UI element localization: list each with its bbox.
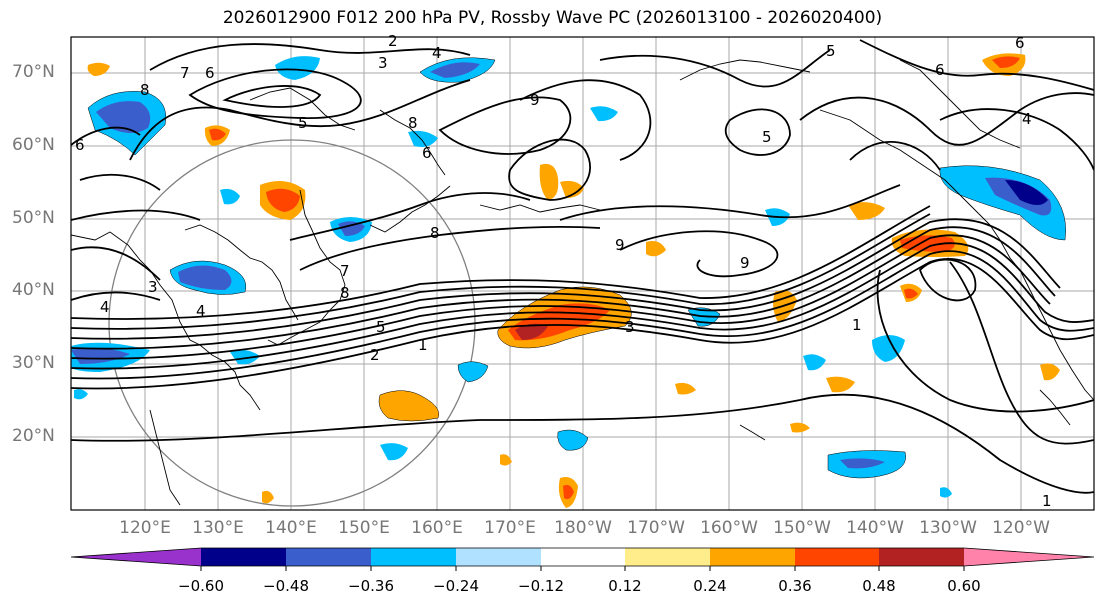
contour-label: 6	[935, 61, 945, 79]
anomaly-blue-4	[178, 265, 232, 290]
anomaly-blue-3	[275, 56, 320, 80]
map-frame	[70, 36, 1095, 511]
negative-anomaly-areas	[71, 56, 1066, 498]
contour-label: 8	[408, 114, 418, 132]
contour-label: 5	[762, 128, 772, 146]
contour-labels: 8 7 6 3 4 2 5 6 3 9 5 6 4 5 8 8 4 7 8 6 …	[75, 32, 1052, 510]
positive-anomaly-areas	[87, 53, 1060, 508]
coastlines	[71, 59, 1094, 506]
lat-label: 50°N	[12, 208, 55, 228]
contour-label: 6	[1015, 34, 1025, 52]
contour-label: 4	[100, 298, 110, 316]
lon-label: 130°W	[919, 518, 977, 538]
colorbar-tick-label: 0.24	[693, 577, 727, 595]
contour-label: 9	[615, 236, 625, 254]
contour-label: 6	[75, 136, 85, 154]
colorbar-segment	[710, 548, 795, 566]
lat-label: 40°N	[12, 280, 55, 300]
lon-label: 140°E	[265, 518, 317, 538]
lon-label: 130°E	[192, 518, 244, 538]
contour-label: 2	[370, 346, 380, 364]
anomaly-warm-4	[378, 390, 439, 422]
colorbar-segment	[541, 548, 625, 566]
contour-label: 5	[298, 114, 308, 132]
colorbar-segment	[201, 548, 286, 566]
colorbar-tick-label: −0.60	[178, 577, 224, 595]
contour-label: 7	[340, 262, 350, 280]
pv-contours	[71, 39, 1094, 494]
contour-label: 1	[418, 336, 428, 354]
contour-label: 8	[430, 224, 440, 242]
contour-label: 4	[432, 44, 442, 62]
contour-label: 2	[388, 32, 398, 50]
contour-label: 3	[148, 278, 158, 296]
contour-label: 6	[422, 144, 432, 162]
colorbar-tick-label: −0.24	[433, 577, 479, 595]
lat-label: 70°N	[12, 62, 55, 82]
lon-label: 160°W	[700, 518, 758, 538]
colorbar-tick-label: −0.48	[263, 577, 309, 595]
contour-label: 4	[196, 302, 206, 320]
colorbar-segment	[371, 548, 456, 566]
map-title: 2026012900 F012 200 hPa PV, Rossby Wave …	[222, 8, 883, 28]
lon-label: 120°W	[992, 518, 1050, 538]
colorbar-segment	[456, 548, 541, 566]
colorbar-segment	[625, 548, 710, 566]
colorbar-segment	[795, 548, 879, 566]
colorbar-tick-label: −0.12	[518, 577, 564, 595]
colorbar-tick-label: 0.36	[778, 577, 812, 595]
lon-label: 180°W	[554, 518, 612, 538]
lon-label: 120°E	[119, 518, 171, 538]
lat-label: 30°N	[12, 353, 55, 373]
contour-label: 4	[1022, 110, 1032, 128]
jet-contour-1	[71, 258, 1094, 390]
contour-label: 1	[1042, 492, 1052, 510]
contour-label: 3	[378, 54, 388, 72]
colorbar-under-arrow	[71, 548, 201, 566]
lat-label: 60°N	[12, 135, 55, 155]
colorbar-tick-label: −0.36	[348, 577, 394, 595]
lon-label: 160°E	[411, 518, 463, 538]
colorbar-over-arrow	[964, 548, 1094, 566]
colorbar-segment	[879, 548, 964, 566]
colorbar	[70, 547, 1095, 571]
lat-label: 20°N	[12, 426, 55, 446]
lon-label: 150°W	[773, 518, 831, 538]
lon-label: 140°W	[846, 518, 904, 538]
colorbar-tick-label: 0.60	[947, 577, 981, 595]
colorbar-tick-label: 0.12	[608, 577, 642, 595]
contour-label: 3	[625, 318, 635, 336]
contour-label: 5	[376, 318, 386, 336]
lon-label: 170°E	[484, 518, 536, 538]
contour-label: 5	[826, 42, 836, 60]
contour-label: 1	[852, 316, 862, 334]
colorbar-tick-label: 0.48	[862, 577, 896, 595]
contour-label: 9	[530, 91, 540, 109]
contour-label: 8	[140, 81, 150, 99]
contour-label: 7	[180, 64, 190, 82]
contour-label: 8	[340, 284, 350, 302]
colorbar-segment	[286, 548, 371, 566]
lon-label: 170°W	[627, 518, 685, 538]
contour-label: 6	[205, 64, 215, 82]
lon-label: 150°E	[338, 518, 390, 538]
contour-label: 9	[740, 254, 750, 272]
